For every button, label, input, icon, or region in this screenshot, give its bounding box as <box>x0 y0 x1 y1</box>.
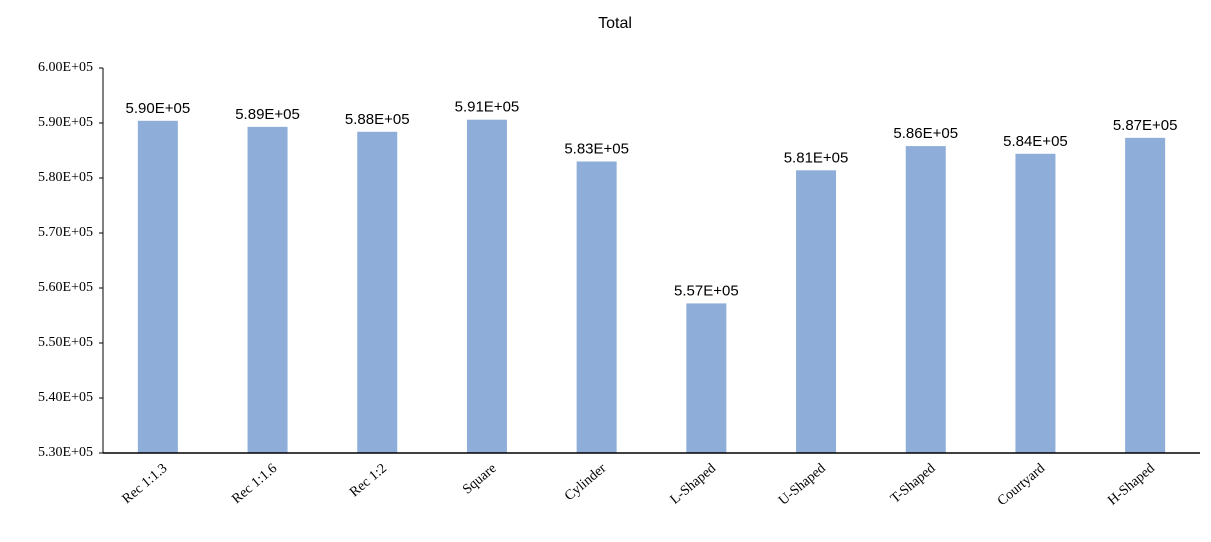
chart-title: Total <box>598 15 632 32</box>
value-label: 5.81E+05 <box>784 149 849 166</box>
x-tick-label: Rec 1:1.3 <box>120 461 171 507</box>
y-tick-label: 5.70E+05 <box>38 225 93 240</box>
bar <box>1015 153 1056 454</box>
value-label: 5.57E+05 <box>674 282 739 299</box>
bar <box>796 170 837 454</box>
value-label: 5.84E+05 <box>1003 133 1068 150</box>
value-label: 5.86E+05 <box>893 125 958 142</box>
x-tick-label: L-Shaped <box>668 461 719 507</box>
bar <box>466 119 507 453</box>
y-tick-label: 5.40E+05 <box>38 390 93 405</box>
value-label: 5.87E+05 <box>1113 117 1178 134</box>
y-tick-label: 6.00E+05 <box>38 60 93 75</box>
x-tick-label: Square <box>460 461 499 497</box>
x-tick-label: U-Shaped <box>776 461 829 508</box>
y-tick-label: 5.50E+05 <box>38 335 93 350</box>
x-tick-label: Courtyard <box>995 461 1048 509</box>
value-label: 5.83E+05 <box>564 140 629 157</box>
y-tick-label: 5.90E+05 <box>38 115 93 130</box>
value-label: 5.91E+05 <box>455 99 520 116</box>
x-tick-label: Rec 1:1.6 <box>229 461 280 507</box>
y-tick-label: 5.60E+05 <box>38 280 93 295</box>
value-label: 5.90E+05 <box>126 100 191 117</box>
bar <box>1125 137 1166 453</box>
x-tick-label: H-Shaped <box>1105 461 1158 508</box>
y-tick-label: 5.80E+05 <box>38 170 93 185</box>
x-tick-label: Cylinder <box>562 461 609 504</box>
bar <box>357 131 398 454</box>
bar <box>247 126 288 453</box>
y-tick-label: 5.30E+05 <box>38 445 93 460</box>
value-label: 5.88E+05 <box>345 111 410 128</box>
value-label: 5.89E+05 <box>235 106 300 123</box>
x-tick-label: T-Shaped <box>888 461 938 507</box>
bar <box>576 161 617 453</box>
bar <box>905 146 946 453</box>
x-tick-label: Rec 1:2 <box>347 461 390 500</box>
bar <box>686 303 727 453</box>
bar <box>137 120 178 454</box>
